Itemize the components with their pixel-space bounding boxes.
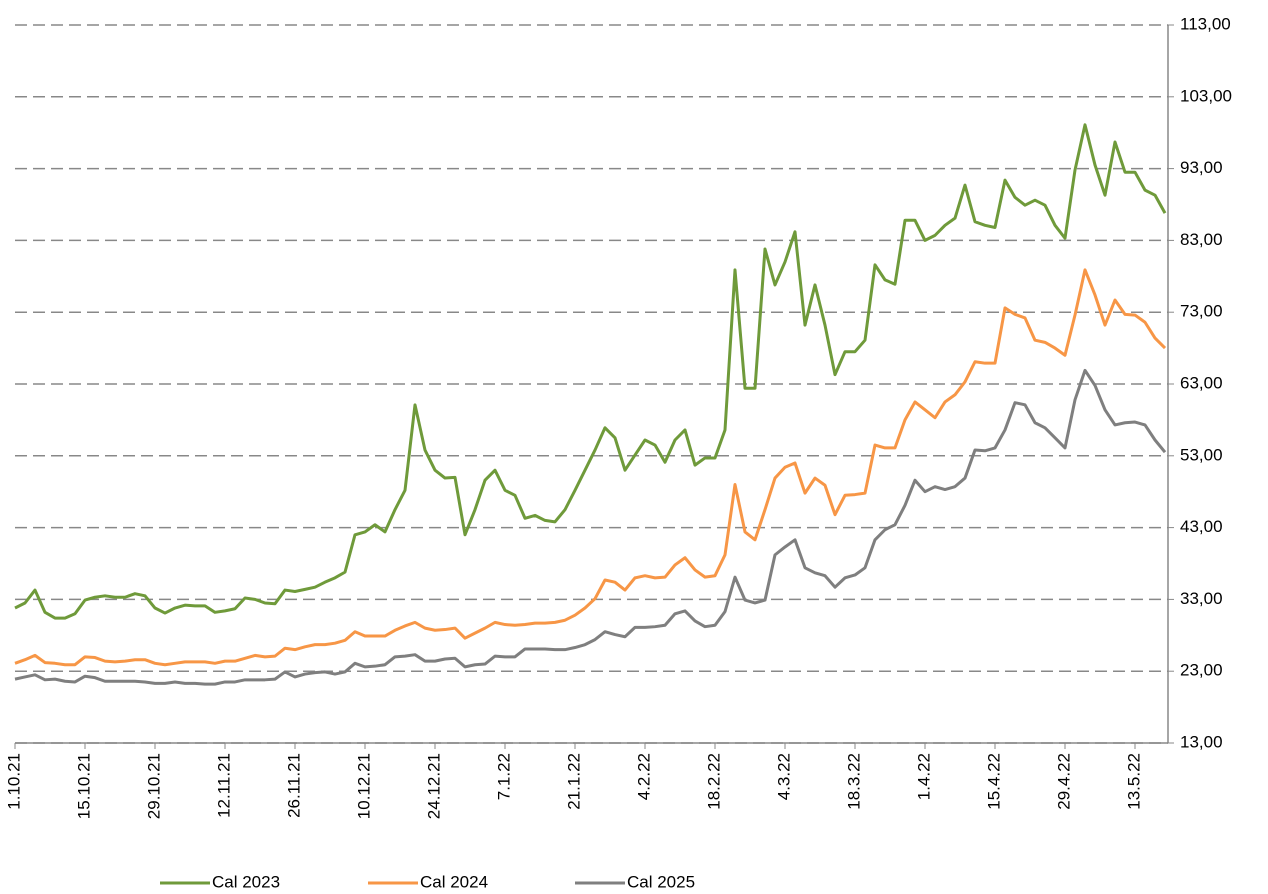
- x-tick-label: 1.4.22: [914, 753, 933, 800]
- x-tick-label: 13.5.22: [1124, 753, 1143, 810]
- series-line: [14, 368, 1167, 686]
- y-tick-label: 53,00: [1180, 445, 1223, 464]
- legend-label: Cal 2025: [627, 872, 695, 891]
- y-tick-label: 23,00: [1180, 661, 1223, 680]
- y-tick-label: 93,00: [1180, 158, 1223, 177]
- y-tick-label: 63,00: [1180, 373, 1223, 392]
- x-tick-label: 12.11.21: [214, 753, 233, 818]
- x-tick-label: 21.1.22: [564, 753, 583, 810]
- x-tick-label: 15.4.22: [984, 753, 1003, 810]
- x-tick-label: 15.10.21: [74, 753, 93, 819]
- x-tick-label: 7.1.22: [494, 753, 513, 800]
- x-tick-label: 29.10.21: [144, 753, 163, 819]
- x-tick-label: 24.12.21: [424, 753, 443, 819]
- series-line: [14, 268, 1167, 667]
- series-line: [14, 123, 1167, 620]
- y-tick-label: 73,00: [1180, 302, 1223, 321]
- y-tick-label: 113,00: [1180, 14, 1231, 33]
- x-tick-label: 1.10.21: [4, 753, 23, 810]
- x-tick-label: 26.11.21: [284, 753, 303, 818]
- y-tick-label: 13,00: [1180, 732, 1223, 751]
- y-tick-label: 43,00: [1180, 517, 1223, 536]
- x-tick-label: 29.4.22: [1054, 753, 1073, 810]
- legend-label: Cal 2024: [420, 872, 488, 891]
- legend-label: Cal 2023: [212, 872, 280, 891]
- x-tick-label: 18.2.22: [704, 753, 723, 810]
- y-tick-label: 103,00: [1180, 86, 1232, 105]
- y-tick-label: 83,00: [1180, 230, 1223, 249]
- x-tick-label: 18.3.22: [844, 753, 863, 810]
- x-tick-label: 10.12.21: [354, 753, 373, 819]
- x-tick-label: 4.3.22: [774, 753, 793, 800]
- x-tick-label: 4.2.22: [634, 753, 653, 800]
- y-tick-label: 33,00: [1180, 589, 1223, 608]
